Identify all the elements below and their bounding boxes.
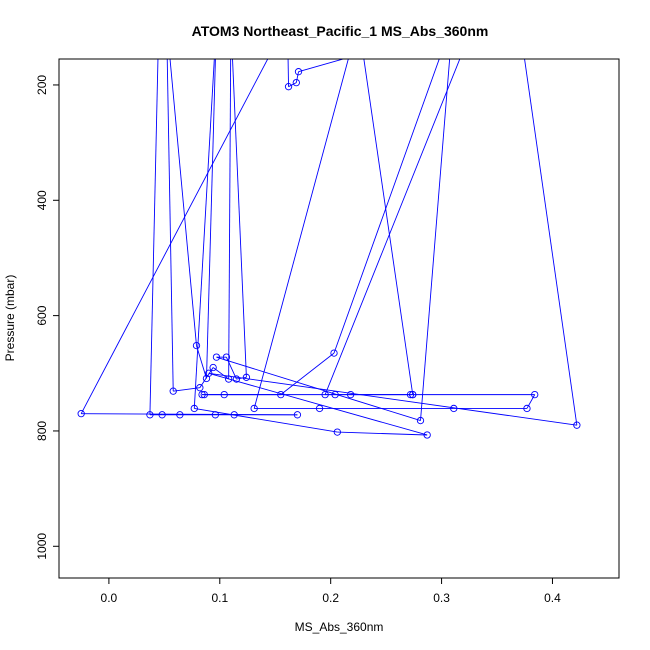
x-tick-label: 0.0 (101, 591, 118, 605)
series-line-segment (228, 59, 232, 380)
data-point (315, 404, 324, 413)
data-point (242, 373, 251, 381)
data-point (146, 411, 154, 419)
data-point (346, 390, 355, 399)
series-line-segment (226, 356, 237, 380)
data-point (573, 421, 581, 429)
data-point (77, 409, 85, 418)
series-line-segment (280, 352, 335, 395)
data-point (330, 349, 338, 357)
series-line-segment (333, 59, 440, 354)
y-tick-label: 200 (35, 75, 49, 95)
plot-region (77, 18, 581, 439)
y-tick-label: 800 (35, 421, 49, 441)
data-point (409, 390, 417, 399)
data-point (225, 375, 233, 383)
data-point (196, 384, 204, 392)
data-point (209, 363, 217, 372)
data-point (156, 18, 162, 24)
data-point (163, 18, 169, 24)
chart-title: ATOM3 Northeast_Pacific_1 MS_Abs_360nm (192, 23, 489, 39)
data-point (406, 390, 415, 399)
y-tick-label: 1000 (35, 533, 49, 560)
data-point (212, 353, 221, 361)
y-tick-label: 600 (35, 305, 49, 325)
x-tick-label: 0.3 (433, 591, 450, 605)
data-point (293, 411, 302, 419)
data-point (333, 428, 341, 436)
data-point (190, 404, 198, 413)
data-point (169, 387, 177, 395)
series-line-segment (194, 408, 338, 433)
data-point (232, 375, 241, 383)
data-point (192, 341, 201, 350)
series-line-segment (295, 71, 299, 83)
series-line-segment (524, 59, 578, 426)
data-point (294, 68, 303, 76)
data-point (220, 390, 228, 399)
series-line-segment (149, 59, 159, 415)
x-axis-label: MS_Abs_360nm (295, 620, 384, 634)
series-line-segment (287, 59, 289, 87)
data-point (321, 390, 329, 399)
x-tick-label: 0.1 (211, 591, 228, 605)
data-point (176, 411, 184, 419)
data-point (292, 78, 300, 87)
data-point (516, 18, 522, 24)
plot-frame (58, 58, 620, 579)
data-point (211, 411, 220, 419)
data-point (222, 353, 231, 361)
y-axis: 200 400 600 800 1000 (35, 75, 59, 560)
data-point (331, 390, 339, 399)
series-line-segment (337, 431, 428, 436)
data-point (250, 404, 258, 413)
series-line-segment (81, 413, 298, 416)
x-tick-label: 0.4 (544, 591, 561, 605)
data-point (523, 404, 531, 413)
data-point (284, 83, 293, 91)
series-line-segment (208, 372, 577, 426)
x-tick-label: 0.2 (322, 591, 339, 605)
data-point (416, 416, 425, 425)
data-point (450, 404, 458, 413)
series-line-segment (324, 59, 461, 395)
series-line-segment (169, 59, 197, 346)
series-line-segment (298, 59, 345, 73)
series-line-segment (232, 59, 247, 378)
series-line-segment (206, 59, 216, 379)
data-point (158, 411, 166, 419)
series-line-segment (208, 372, 428, 436)
series-line-segment (193, 59, 215, 409)
series-line-segment (166, 59, 174, 392)
x-axis: 0.0 0.1 0.2 0.3 0.4 (101, 578, 561, 605)
data-point (423, 431, 431, 439)
series-line-segment (196, 345, 207, 379)
y-tick-label: 400 (35, 190, 49, 210)
data-point (198, 390, 206, 399)
data-point (200, 390, 208, 399)
data-point (531, 390, 539, 399)
data-point (277, 390, 285, 399)
series-line-segment (253, 59, 349, 409)
series-line-segment (420, 59, 451, 421)
series-line-segment (526, 394, 536, 409)
y-axis-label: Pressure (mbar) (3, 275, 17, 362)
data-point (205, 369, 213, 377)
data-point (230, 411, 238, 419)
series-line-segment (288, 82, 297, 88)
